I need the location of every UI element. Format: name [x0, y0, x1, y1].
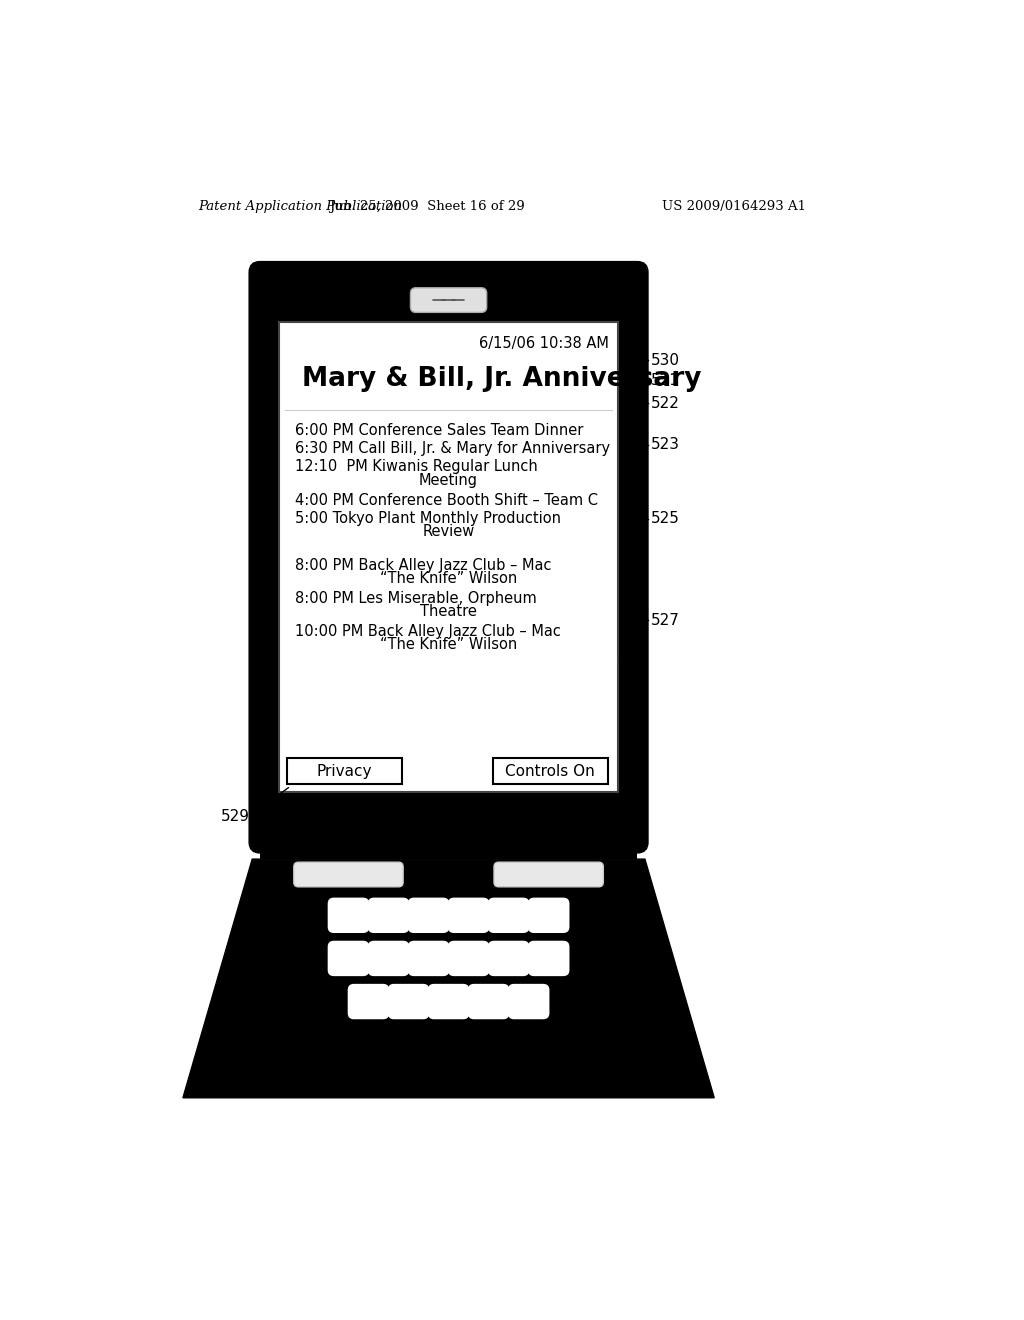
Text: 10:00 PM Back Alley Jazz Club – Mac: 10:00 PM Back Alley Jazz Club – Mac	[295, 624, 560, 639]
FancyBboxPatch shape	[249, 261, 648, 853]
Text: Review: Review	[423, 524, 475, 539]
FancyBboxPatch shape	[508, 983, 550, 1019]
Bar	[280, 322, 617, 792]
Text: Patent Application Publication: Patent Application Publication	[199, 199, 402, 213]
FancyBboxPatch shape	[368, 898, 410, 933]
FancyBboxPatch shape	[487, 898, 529, 933]
Text: 529: 529	[221, 809, 250, 824]
FancyBboxPatch shape	[408, 941, 450, 977]
Text: 8:00 PM Back Alley Jazz Club – Mac: 8:00 PM Back Alley Jazz Club – Mac	[295, 558, 551, 573]
FancyBboxPatch shape	[487, 941, 529, 977]
FancyBboxPatch shape	[447, 941, 489, 977]
Text: 523: 523	[651, 437, 680, 453]
Text: Theatre: Theatre	[420, 605, 477, 619]
Text: Controls On: Controls On	[505, 764, 595, 779]
FancyBboxPatch shape	[468, 983, 509, 1019]
FancyBboxPatch shape	[411, 288, 486, 313]
FancyBboxPatch shape	[328, 898, 370, 933]
FancyBboxPatch shape	[368, 941, 410, 977]
Text: 525: 525	[651, 511, 680, 527]
FancyBboxPatch shape	[494, 862, 603, 887]
FancyBboxPatch shape	[428, 983, 469, 1019]
FancyBboxPatch shape	[528, 898, 569, 933]
Text: 6/15/06 10:38 AM: 6/15/06 10:38 AM	[479, 337, 608, 351]
FancyBboxPatch shape	[447, 898, 489, 933]
Text: Mary & Bill, Jr. Anniversary: Mary & Bill, Jr. Anniversary	[302, 366, 701, 392]
Text: Meeting: Meeting	[419, 473, 478, 487]
Text: 521: 521	[651, 372, 680, 388]
FancyBboxPatch shape	[528, 941, 569, 977]
Text: 8:00 PM Les Miserable, Orpheum: 8:00 PM Les Miserable, Orpheum	[295, 591, 537, 606]
FancyBboxPatch shape	[388, 983, 429, 1019]
Text: 6:00 PM Conference Sales Team Dinner: 6:00 PM Conference Sales Team Dinner	[295, 422, 583, 437]
Text: Jun. 25, 2009  Sheet 16 of 29: Jun. 25, 2009 Sheet 16 of 29	[329, 199, 525, 213]
Text: Fig. 5E: Fig. 5E	[265, 1071, 340, 1090]
Text: US 2009/0164293 A1: US 2009/0164293 A1	[662, 199, 806, 213]
FancyBboxPatch shape	[328, 941, 370, 977]
Text: 6:30 PM Call Bill, Jr. & Mary for Anniversary: 6:30 PM Call Bill, Jr. & Mary for Annive…	[295, 441, 609, 455]
Text: 530: 530	[651, 352, 680, 368]
Polygon shape	[183, 859, 714, 1098]
FancyBboxPatch shape	[287, 758, 401, 784]
FancyBboxPatch shape	[348, 983, 389, 1019]
FancyBboxPatch shape	[494, 758, 608, 784]
Text: 4:00 PM Conference Booth Shift – Team C: 4:00 PM Conference Booth Shift – Team C	[295, 492, 598, 508]
Text: “The Knife” Wilson: “The Knife” Wilson	[380, 572, 517, 586]
Text: Privacy: Privacy	[316, 764, 372, 779]
FancyBboxPatch shape	[294, 862, 403, 887]
FancyBboxPatch shape	[408, 898, 450, 933]
Text: 12:10  PM Kiwanis Regular Lunch: 12:10 PM Kiwanis Regular Lunch	[295, 459, 538, 474]
Text: “The Knife” Wilson: “The Knife” Wilson	[380, 638, 517, 652]
Bar	[260, 842, 637, 859]
Text: 522: 522	[651, 396, 680, 411]
Text: 527: 527	[651, 612, 680, 628]
Text: 5:00 Tokyo Plant Monthly Production: 5:00 Tokyo Plant Monthly Production	[295, 511, 560, 527]
